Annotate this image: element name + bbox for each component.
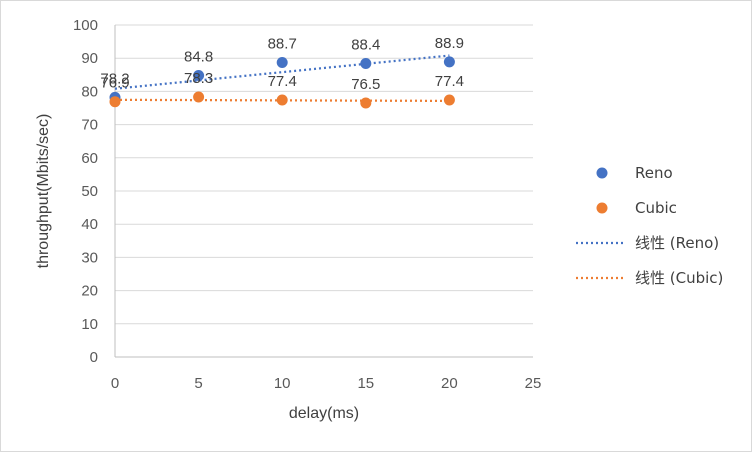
x-tick-label: 0 — [111, 375, 119, 392]
point-cubic — [193, 91, 205, 103]
data-label-cubic: 77.4 — [435, 73, 464, 90]
data-label-cubic: 76.9 — [100, 75, 129, 92]
data-label-reno: 88.4 — [351, 37, 380, 54]
legend-label-trend-reno: 线性 (Reno) — [635, 234, 719, 252]
y-tick-label: 40 — [81, 216, 98, 233]
x-tick-label: 20 — [441, 375, 458, 392]
legend: Reno Cubic 线性 (Reno) 线性 (Cubic) — [576, 164, 723, 287]
y-tick-label: 100 — [73, 17, 98, 34]
x-tick-label: 25 — [525, 375, 542, 392]
data-label-cubic: 77.4 — [268, 73, 297, 90]
data-label-reno: 78.2 — [100, 70, 129, 87]
data-label-cubic: 78.3 — [184, 70, 213, 87]
point-reno — [443, 56, 455, 68]
legend-label-reno: Reno — [635, 164, 673, 182]
y-tick-label: 30 — [81, 249, 98, 266]
data-label-reno: 88.9 — [435, 35, 464, 52]
point-reno — [276, 57, 288, 69]
data-label-cubic: 76.5 — [351, 76, 380, 93]
data-labels: 78.2 84.8 88.7 88.4 88.9 76.9 78.3 77.4 76.5 77.4 — [100, 35, 464, 93]
gridlines — [115, 24, 533, 325]
data-label-reno: 88.7 — [268, 36, 297, 53]
tick-labels: 0 10 20 30 40 50 60 70 80 90 100 0 5 10 15 20 25 — [73, 17, 541, 392]
point-reno — [360, 58, 372, 70]
y-tick-label: 60 — [81, 150, 98, 167]
point-cubic — [109, 96, 121, 108]
legend-label-cubic: Cubic — [635, 199, 677, 217]
y-axis-title: throughput(Mbits/sec) — [35, 114, 52, 269]
data-label-reno: 84.8 — [184, 48, 213, 65]
legend-label-trend-cubic: 线性 (Cubic) — [635, 269, 723, 287]
axes — [114, 25, 533, 358]
point-cubic — [443, 94, 455, 106]
x-tick-label: 5 — [194, 375, 202, 392]
x-tick-label: 10 — [274, 375, 291, 392]
point-cubic — [360, 97, 372, 109]
trendline-reno — [114, 54, 450, 90]
legend-marker-reno — [596, 167, 608, 179]
point-reno — [193, 69, 205, 81]
x-tick-label: 15 — [357, 375, 374, 392]
y-tick-label: 90 — [81, 50, 98, 67]
y-tick-label: 50 — [81, 183, 98, 200]
data-points — [109, 56, 455, 109]
y-tick-label: 10 — [81, 316, 98, 333]
trendline-cubic — [114, 98, 450, 103]
y-tick-label: 20 — [81, 283, 98, 300]
y-tick-label: 0 — [90, 349, 98, 366]
legend-marker-cubic — [596, 202, 608, 214]
point-cubic — [276, 94, 288, 106]
y-tick-label: 70 — [81, 117, 98, 134]
trendlines — [114, 54, 450, 103]
x-axis-title: delay(ms) — [289, 405, 359, 422]
y-tick-label: 80 — [81, 83, 98, 100]
